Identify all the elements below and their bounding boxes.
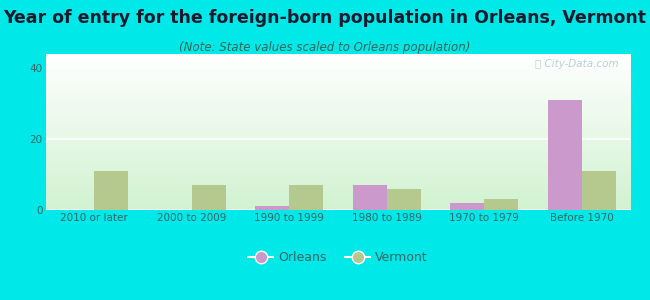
Bar — [450, 203, 484, 210]
Bar — [255, 206, 289, 210]
Text: (Note: State values scaled to Orleans population): (Note: State values scaled to Orleans po… — [179, 40, 471, 53]
Bar — [289, 185, 324, 210]
Bar — [547, 100, 582, 210]
Bar — [582, 171, 616, 210]
Bar — [484, 200, 519, 210]
Bar — [353, 185, 387, 210]
Bar — [192, 185, 226, 210]
Bar — [387, 189, 421, 210]
Text: Year of entry for the foreign-born population in Orleans, Vermont: Year of entry for the foreign-born popul… — [3, 9, 647, 27]
Bar — [94, 171, 129, 210]
Legend: Orleans, Vermont: Orleans, Vermont — [243, 246, 433, 269]
Text: Ⓜ City-Data.com: Ⓜ City-Data.com — [535, 59, 619, 69]
